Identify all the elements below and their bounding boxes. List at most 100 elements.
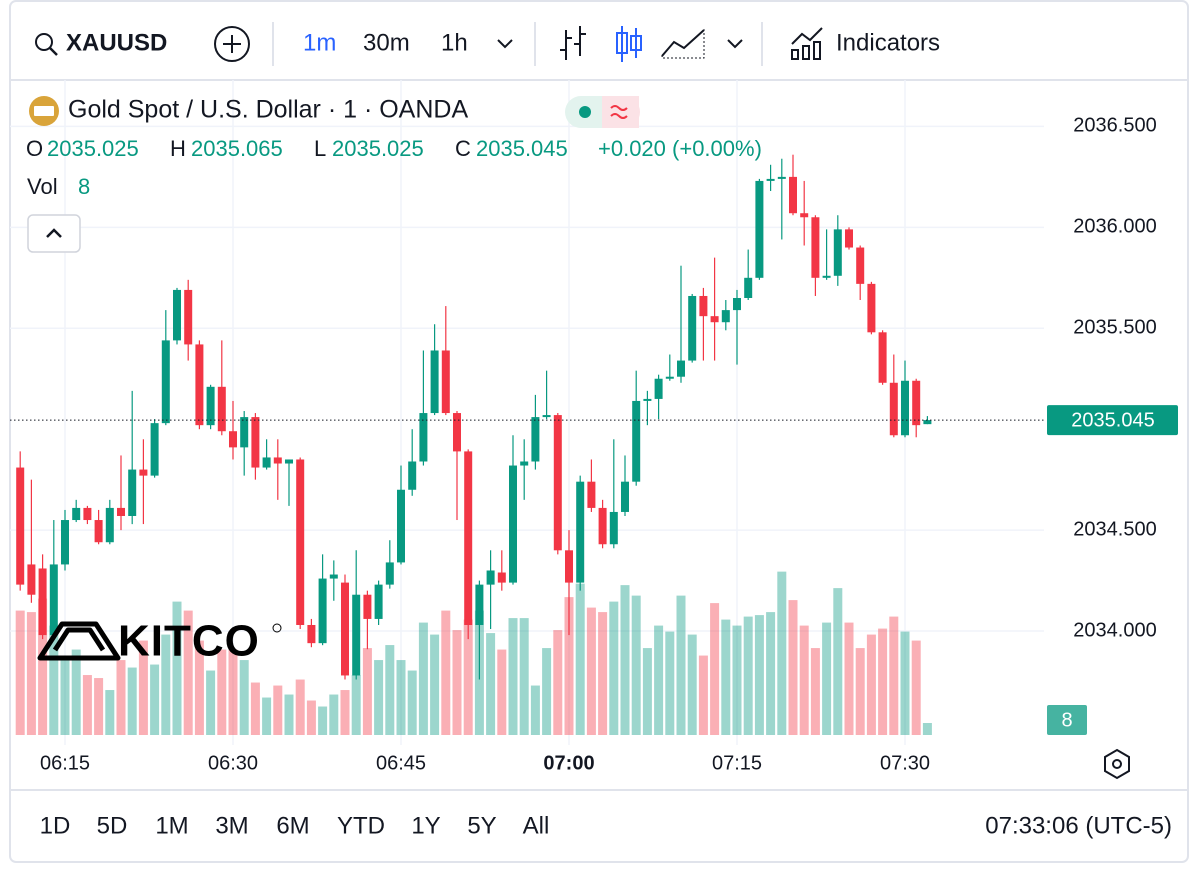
volume-bar bbox=[306, 700, 316, 735]
symbol[interactable]: XAUUSD bbox=[66, 29, 167, 56]
candle-body bbox=[632, 400, 641, 482]
volume-bar bbox=[351, 675, 361, 735]
volume-bar bbox=[586, 607, 596, 735]
interval-dropdown[interactable] bbox=[497, 39, 513, 49]
legend-label: L bbox=[314, 136, 326, 161]
volume-bar bbox=[721, 619, 731, 735]
volume-bar bbox=[138, 640, 148, 735]
range-button[interactable]: 6M bbox=[276, 812, 309, 839]
candle-body bbox=[464, 451, 473, 625]
candle-body bbox=[856, 247, 865, 284]
candle-body bbox=[363, 594, 372, 619]
candle-body bbox=[285, 459, 293, 464]
volume-bar bbox=[273, 685, 283, 735]
candles-style[interactable] bbox=[616, 26, 642, 62]
candle-body bbox=[777, 176, 786, 179]
candle-body bbox=[94, 520, 103, 543]
indicators-button[interactable]: Indicators bbox=[791, 27, 940, 60]
volume-bar bbox=[228, 649, 238, 735]
range-button[interactable]: 1M bbox=[155, 812, 188, 839]
candle-body bbox=[173, 289, 181, 341]
volume-bar bbox=[206, 670, 216, 735]
volume-bar bbox=[710, 603, 720, 735]
volume-bar bbox=[564, 597, 574, 735]
candle-body bbox=[408, 461, 417, 490]
volume-bar bbox=[94, 678, 104, 735]
range-button[interactable]: 1Y bbox=[411, 812, 440, 839]
candle-body bbox=[789, 176, 797, 214]
y-tick-label: 2036.500 bbox=[1073, 115, 1156, 137]
candle-body bbox=[811, 217, 820, 278]
x-tick-label: 06:15 bbox=[40, 752, 90, 774]
volume-bar bbox=[575, 583, 585, 735]
volume-bar bbox=[430, 634, 440, 735]
candle-body bbox=[61, 520, 69, 565]
legend-value: 2035.045 bbox=[476, 136, 568, 161]
indicators-label[interactable]: Indicators bbox=[836, 29, 940, 56]
range-button[interactable]: All bbox=[523, 812, 550, 839]
range-button[interactable]: 5D bbox=[97, 812, 128, 839]
interval[interactable]: 1m bbox=[303, 29, 336, 56]
volume-bar bbox=[810, 648, 820, 735]
bars-style[interactable] bbox=[560, 26, 586, 60]
last-volume-label: 8 bbox=[1061, 709, 1072, 731]
candle-body bbox=[845, 229, 853, 248]
volume-bar bbox=[878, 628, 888, 735]
frame bbox=[9, 0, 1189, 863]
y-tick-label: 2034.500 bbox=[1073, 518, 1156, 540]
logo-text: KITCO bbox=[118, 617, 260, 666]
candle-body bbox=[486, 570, 495, 585]
compare-button[interactable] bbox=[214, 26, 250, 62]
candle-body bbox=[139, 469, 148, 476]
volume-bar bbox=[217, 649, 227, 735]
volume-bar bbox=[732, 625, 742, 735]
range-button[interactable]: YTD bbox=[337, 812, 385, 839]
candle-body bbox=[576, 481, 585, 583]
candle-body bbox=[699, 295, 708, 317]
range-button[interactable]: 1D bbox=[40, 812, 71, 839]
area-style[interactable] bbox=[661, 28, 705, 59]
interval[interactable]: 1h bbox=[441, 29, 468, 56]
candle-body bbox=[307, 624, 316, 644]
x-tick-label: 07:30 bbox=[880, 752, 930, 774]
volume-bar bbox=[295, 679, 305, 735]
volume-bar bbox=[463, 619, 473, 735]
volume-bar bbox=[754, 615, 764, 735]
volume-bar bbox=[71, 649, 81, 735]
axes: 2036.500 2036.000 2035.500 2034.500 2034.000… bbox=[10, 115, 1178, 774]
candle-body bbox=[766, 178, 775, 181]
volume-bar bbox=[183, 610, 193, 735]
candle-body bbox=[867, 283, 876, 333]
volume-bar bbox=[262, 697, 272, 735]
candle-body bbox=[531, 417, 540, 462]
collapse-legend[interactable] bbox=[27, 214, 81, 253]
volume-bar bbox=[844, 622, 854, 735]
x-tick-label: 07:15 bbox=[712, 752, 762, 774]
volume-bar bbox=[900, 631, 910, 735]
range-button[interactable]: 5Y bbox=[467, 812, 496, 839]
legend-label: C bbox=[455, 136, 471, 161]
style-dropdown[interactable] bbox=[727, 39, 743, 49]
candle-body bbox=[16, 467, 25, 585]
candle-body bbox=[206, 386, 215, 426]
volume-bar bbox=[127, 667, 137, 735]
candle-body bbox=[889, 382, 898, 436]
kitco-logo: KITCO bbox=[37, 617, 282, 666]
range-button[interactable]: 3M bbox=[215, 812, 248, 839]
candle-body bbox=[273, 457, 282, 464]
settings-button[interactable] bbox=[1104, 748, 1130, 780]
candle-body bbox=[184, 289, 193, 345]
volume-bar bbox=[150, 664, 160, 735]
candle-body bbox=[49, 564, 58, 636]
volume-bar bbox=[497, 649, 507, 735]
symbol-search[interactable]: XAUUSD bbox=[35, 29, 167, 56]
volume-bar bbox=[777, 571, 787, 735]
interval[interactable]: 30m bbox=[363, 29, 410, 56]
volume-bar bbox=[620, 585, 630, 735]
volume-bar bbox=[698, 655, 708, 735]
candle-body bbox=[105, 507, 114, 543]
volume-bar bbox=[26, 612, 36, 735]
candle-body bbox=[128, 469, 137, 516]
volume-bar bbox=[631, 595, 641, 735]
